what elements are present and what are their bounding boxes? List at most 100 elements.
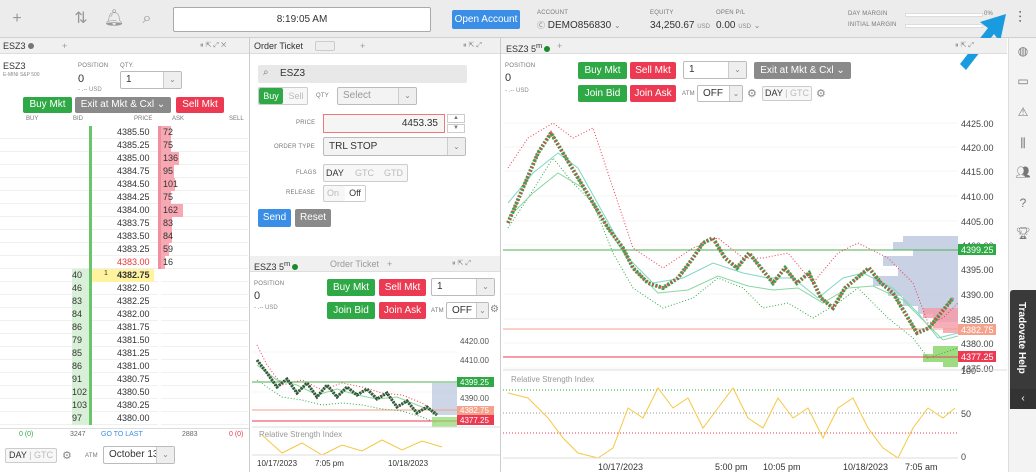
mini-buy-mkt-button[interactable]: Buy Mkt [327,279,375,296]
sliders-icon[interactable]: ⫶ [1017,10,1022,27]
chart-exit-button[interactable]: Exit at Mkt & Cxl ⌄ [754,62,851,79]
ticket-reset-button[interactable]: Reset [295,209,331,227]
search-icon[interactable]: ⌕ [142,10,152,27]
chart-join-ask-button[interactable]: Join Ask [630,85,676,102]
ladder-row[interactable]: 86 4381.75 [0,321,248,334]
trophy-icon[interactable]: 🏆︎ [1015,226,1031,240]
chart-sell-mkt-button[interactable]: Sell Mkt [630,62,676,79]
flag-gtd[interactable]: GTD [384,168,403,178]
add-tab-icon[interactable]: + [557,41,563,51]
ladder-row[interactable]: 4383.25 59 [0,243,248,256]
users-icon[interactable]: 👥︎ [1015,165,1031,179]
gear-icon[interactable]: ⚙ [747,88,757,100]
gear-icon[interactable]: ⚙ [490,304,499,315]
dom-tab[interactable]: ESZ3 [3,41,34,51]
chart-qty-select[interactable]: 1 ⌄ [683,61,747,79]
ladder-row[interactable]: 4384.75 95 [0,165,248,178]
ticket-price-input[interactable]: 4453.35 [323,114,445,133]
add-tab-icon[interactable]: + [360,41,366,51]
ticket-flags-toggle[interactable]: DAY GTC GTD [323,164,408,182]
mini-join-ask-button[interactable]: Join Ask [379,302,426,319]
chat-icon[interactable]: ▭ [1017,74,1029,88]
release-off[interactable]: Off [345,186,365,201]
chart-buy-mkt-button[interactable]: Buy Mkt [578,62,627,79]
panel-controls-icon[interactable]: ⏸⇱⤢ [463,42,484,49]
ladder-row[interactable]: 40 1 4382.75 [0,269,248,282]
price-down-icon[interactable]: ▼ [447,124,465,133]
tif-day[interactable]: DAY [8,450,27,460]
panel-controls-icon[interactable]: ⏸⇱⤢ [452,260,473,267]
mini-atm-select[interactable]: OFF ⌄ [446,302,489,319]
ladder-row[interactable]: 4383.00 16 [0,256,248,269]
add-tab-icon[interactable]: + [62,41,68,51]
ticket-buy-option[interactable]: Buy [259,88,283,104]
bars-icon[interactable]: ⫼ [1020,136,1026,150]
ladder-row[interactable]: 86 4381.00 [0,360,248,373]
bell-icon[interactable]: 🔔︎ [103,10,125,27]
ladder-row[interactable]: 4385.00 136 [0,152,248,165]
account-select[interactable]: Ⓒ DEMO856830 ⌄ [537,20,621,31]
ladder-row[interactable]: 4383.75 83 [0,217,248,230]
dom-buy-mkt-button[interactable]: Buy Mkt [23,97,72,113]
release-on[interactable]: On [327,188,340,198]
collapse-icon[interactable]: ‹ [1010,389,1036,409]
ladder-row[interactable]: 102 4380.50 [0,386,248,399]
mini-qty-select[interactable]: 1 ⌄ [431,278,495,296]
flag-day[interactable]: DAY [326,168,344,178]
dom-tif-toggle[interactable]: DAY | GTC [5,448,57,463]
main-chart[interactable]: 4425.00 4420.00 4415.00 4410.00 4405.00 … [503,108,1007,472]
ladder-row[interactable]: 46 4382.50 [0,282,248,295]
ticket-symbol-field[interactable]: ⌕ ESZ3 [258,65,467,83]
add-tab-icon[interactable]: + [387,259,393,269]
help-icon[interactable]: ? [1019,196,1027,210]
ticket-sell-option[interactable]: Sell [288,91,304,101]
dom-qty-select[interactable]: 1 ⌄ [120,71,182,89]
ladder-row[interactable]: 97 4380.00 [0,412,248,425]
ladder-row[interactable]: 91 4380.75 [0,373,248,386]
ticket-qty-select[interactable]: Select ⌄ [337,87,417,105]
gear-icon[interactable]: ⚙ [62,450,72,462]
ladder-row[interactable]: 4383.50 84 [0,230,248,243]
ladder-row[interactable]: 4384.00 162 [0,204,248,217]
chart-atm-select[interactable]: OFF ⌄ [697,85,743,102]
ticket-tab[interactable]: Order Ticket [254,41,304,51]
ladder-row[interactable]: 84 4382.00 [0,308,248,321]
dom-ladder[interactable]: 4385.50 72 4385.25 75 4385.00 136 4384.75 95 438… [0,126,249,426]
flag-gtc[interactable]: GTC [355,168,374,178]
globe-icon[interactable]: ◍ [1017,44,1029,58]
chart-tif-day[interactable]: DAY [764,88,783,98]
ladder-row[interactable]: 4385.50 72 [0,126,248,139]
panel-controls-icon[interactable]: ⏸⇱⤢✕ [200,42,229,49]
panel-controls-icon[interactable]: ⏸⇱⤢ [955,42,976,49]
open-account-button[interactable]: Open Account [452,10,520,29]
help-tab[interactable]: Tradovate Help [1010,290,1036,408]
ticket-order-type-select[interactable]: TRL STOP ⌄ [323,137,466,156]
price-up-icon[interactable]: ▲ [447,114,465,123]
chevron-down-icon[interactable]: ⌄ [753,21,761,30]
ticket-release-toggle[interactable]: On Off [323,185,366,202]
dom-exit-button[interactable]: Exit at Mkt & Cxl ⌄ [75,97,171,113]
main-chart-tab[interactable]: ESZ3 5m [506,41,551,54]
go-to-last-link[interactable]: GO TO LAST [101,431,143,438]
gear-icon[interactable]: ⚙ [816,88,826,100]
mini-sell-mkt-button[interactable]: Sell Mkt [379,279,426,296]
mini-chart[interactable]: 4420.00 4410.00 4390.00 4399.25 4382.75 … [252,325,500,472]
ladder-row[interactable]: 85 4381.25 [0,347,248,360]
plus-icon[interactable]: + [12,10,22,27]
arrows-updown-icon[interactable]: ⇅ [74,10,88,27]
chart-tif-toggle[interactable]: DAY | GTC [762,86,812,101]
ticket-send-button[interactable]: Send [258,209,291,227]
mini-ticket-tab[interactable]: Order Ticket [330,259,380,269]
ladder-row[interactable]: 4385.25 75 [0,139,248,152]
tif-gtc[interactable]: GTC [34,450,54,460]
dom-date-select[interactable]: October 13 ⌄ [103,446,175,464]
ladder-row[interactable]: 79 4381.50 [0,334,248,347]
dom-sell-mkt-button[interactable]: Sell Mkt [176,97,224,113]
ladder-row[interactable]: 83 4382.25 [0,295,248,308]
ladder-row[interactable]: 4384.50 101 [0,178,248,191]
chart-tif-gtc[interactable]: GTC [790,88,810,98]
ladder-row[interactable]: 103 4380.25 [0,399,248,412]
warning-icon[interactable]: ⚠ [1017,105,1029,119]
link-toggle-icon[interactable] [315,41,335,51]
mini-join-bid-button[interactable]: Join Bid [327,302,375,319]
